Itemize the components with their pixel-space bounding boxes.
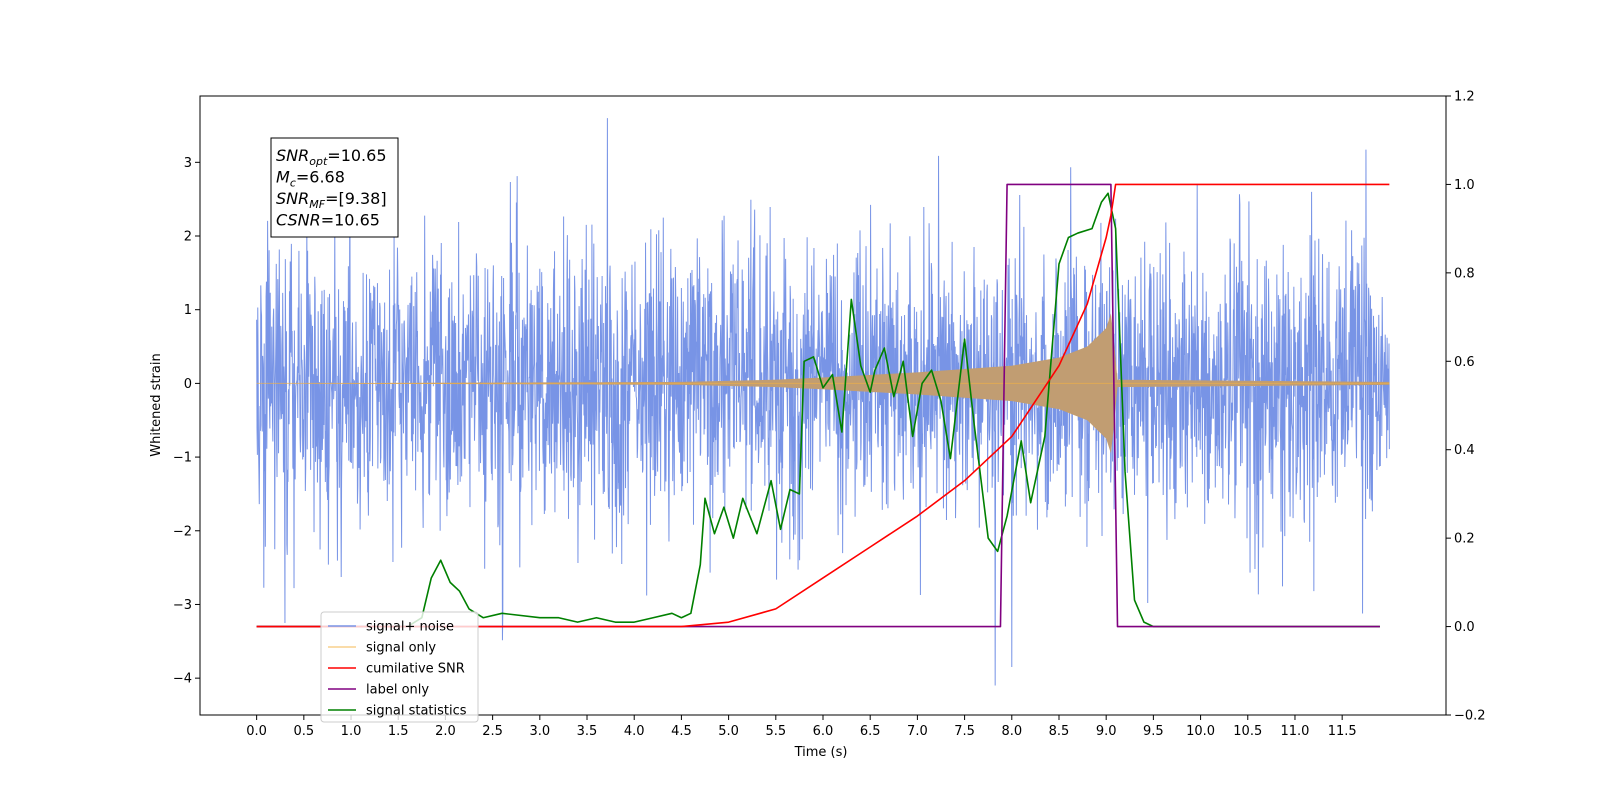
x-tick-label: 5.5 (765, 724, 786, 739)
series-signal-statistics-line (256, 192, 1380, 628)
x-tick-label: 9.5 (1143, 724, 1164, 739)
x-tick-label: 3.0 (529, 724, 550, 739)
annotation-symbol: M (276, 168, 290, 187)
annotation-symbol: CSNR (276, 211, 321, 230)
legend-frame (320, 611, 479, 723)
x-tick-label: 6.0 (813, 724, 834, 739)
x-tick-label: 9.0 (1096, 724, 1117, 739)
annotation-symbol: SNR (276, 146, 309, 165)
y-right-tick-label: 0.2 (1454, 532, 1475, 547)
y-left-tick-label: −1 (173, 451, 192, 466)
x-tick-label: 10.0 (1186, 724, 1215, 739)
plot-area (256, 118, 1390, 686)
x-tick-label: 5.0 (718, 724, 739, 739)
annotation-box-frame (270, 137, 399, 238)
legend-entry-label: signal only (366, 641, 436, 656)
y-right-tick-label: 0.8 (1454, 266, 1475, 281)
y-right-tick-label: 1.2 (1454, 90, 1475, 105)
x-tick-label: 0.5 (293, 724, 314, 739)
series-signal-noise-line (256, 118, 1390, 686)
annotation-value: =10.65 (327, 146, 386, 165)
x-tick-label: 2.5 (482, 724, 503, 739)
legend-entry-label: label only (366, 683, 429, 698)
y-right-tick-label: −0.2 (1454, 709, 1486, 724)
x-tick-label: 8.0 (1001, 724, 1022, 739)
legend: signal+ noise signal only cumilative SNR la… (320, 611, 479, 723)
x-tick-label: 1.0 (341, 724, 362, 739)
legend-entry-label: signal+ noise (366, 620, 454, 635)
annotation-subscript: opt (309, 155, 328, 168)
annotation-value: =[9.38] (325, 189, 387, 208)
y-right-tick-label: 0.6 (1454, 355, 1475, 370)
x-tick-label: 10.5 (1233, 724, 1262, 739)
x-tick-label: 4.5 (671, 724, 692, 739)
x-axis-label: Time (s) (794, 745, 848, 760)
annotation-value: =6.68 (296, 168, 345, 187)
y-axis-right: 1.2 1.0 0.8 0.6 0.4 0.2 0.0 −0.2 (1446, 90, 1486, 724)
y-left-tick-label: 1 (184, 303, 192, 318)
x-axis: 0.0 0.5 1.0 1.5 2.0 2.5 3.0 3.5 4.0 4.5 5.0 5.5 6.0 6… (246, 715, 1357, 739)
x-tick-label: 3.5 (577, 724, 598, 739)
series-label-line (256, 183, 1380, 628)
y-left-tick-label: −2 (173, 524, 192, 539)
y-axis-label: Whitened strain (149, 353, 164, 456)
x-tick-label: 7.5 (954, 724, 975, 739)
legend-entry-label: signal statistics (366, 704, 467, 719)
x-tick-label: 11.0 (1280, 724, 1309, 739)
y-axis-left: 3 2 1 0 −1 −2 −3 −4 (173, 156, 200, 687)
y-right-tick-label: 0.4 (1454, 443, 1475, 458)
y-left-tick-label: 0 (184, 377, 192, 392)
annotation-line: CSNR=10.65 (276, 211, 380, 230)
series-cumulative-snr-line (256, 183, 1390, 628)
x-tick-label: 6.5 (860, 724, 881, 739)
x-tick-label: 7.0 (907, 724, 928, 739)
annotation-line: SNRMF=[9.38] (276, 189, 387, 211)
legend-entry-label: cumilative SNR (366, 662, 465, 677)
annotation-symbol: SNR (276, 189, 309, 208)
annotation-subscript: c (290, 177, 296, 190)
y-left-tick-label: −3 (173, 598, 192, 613)
annotation-line: SNRopt=10.65 (276, 146, 387, 168)
y-right-tick-label: 1.0 (1454, 178, 1475, 193)
y-left-tick-label: 2 (184, 230, 192, 245)
x-tick-label: 0.0 (246, 724, 267, 739)
annotation-value: =10.65 (321, 211, 380, 230)
y-left-tick-label: 3 (184, 156, 192, 171)
x-tick-label: 4.0 (624, 724, 645, 739)
y-right-tick-label: 0.0 (1454, 620, 1475, 635)
annotation-subscript: MF (309, 198, 325, 211)
x-tick-label: 1.5 (388, 724, 409, 739)
y-left-tick-label: −4 (173, 672, 192, 687)
x-tick-label: 11.5 (1328, 724, 1357, 739)
metrics-annotation-box: SNRopt=10.65Mc=6.68SNRMF=[9.38]CSNR=10.6… (270, 137, 399, 238)
x-tick-label: 2.0 (435, 724, 456, 739)
annotation-line: Mc=6.68 (276, 168, 345, 190)
x-tick-label: 8.5 (1049, 724, 1070, 739)
